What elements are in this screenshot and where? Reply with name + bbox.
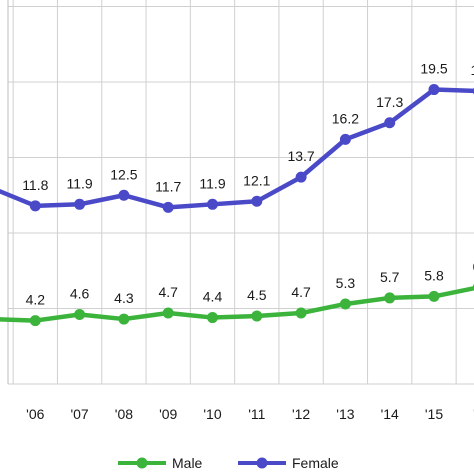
female-data-point <box>207 198 218 210</box>
male-data-point <box>162 307 174 319</box>
female-data-label: 12.5 <box>110 166 137 182</box>
x-tick-label: '15 <box>425 406 443 422</box>
grid-lines <box>7 0 474 385</box>
female-data-label: 19 <box>471 62 474 78</box>
male-data-label: 4.5 <box>247 287 267 303</box>
male-data-point <box>295 307 307 319</box>
male-data-label: 6. <box>472 258 474 274</box>
x-tick-label: '12 <box>292 406 310 422</box>
male-data-point <box>29 315 41 327</box>
legend-item-female: Female <box>238 455 339 471</box>
data-labels: 4.24.64.34.74.44.54.75.35.75.86.311.811.… <box>22 61 474 308</box>
x-tick-label: '07 <box>70 406 88 422</box>
legend-label-male: Male <box>172 455 203 471</box>
legend-item-male: Male <box>118 455 203 471</box>
x-tick-label: '06 <box>26 406 44 422</box>
female-data-point <box>384 117 396 129</box>
legend-label-female: Female <box>292 455 339 471</box>
male-data-point <box>384 292 396 304</box>
male-data-point <box>251 310 263 322</box>
x-tick-label: '14 <box>381 406 399 422</box>
x-tick-label: '11 <box>248 406 265 422</box>
x-tick-label: '08 <box>115 406 133 422</box>
series-layer <box>0 84 474 327</box>
male-data-label: 5.7 <box>380 269 400 285</box>
male-data-label: 5.8 <box>424 267 444 283</box>
x-axis-ticks: '06'07'08'09'10'11'12'13'14'15'1 <box>26 406 474 422</box>
x-tick-label: '10 <box>203 406 221 422</box>
female-data-label: 17.3 <box>376 94 403 110</box>
female-data-label: 11.8 <box>22 177 48 193</box>
male-data-point <box>207 312 218 324</box>
female-data-point <box>118 189 130 201</box>
male-data-label: 4.7 <box>291 284 311 300</box>
x-tick-label: '13 <box>336 406 354 422</box>
female-data-point <box>162 201 174 213</box>
male-data-label: 4.7 <box>158 284 178 300</box>
female-data-label: 11.9 <box>66 175 92 191</box>
female-data-label: 19.5 <box>420 61 447 77</box>
legend: Male Female <box>118 455 339 471</box>
male-data-label: 4.3 <box>114 290 134 306</box>
female-data-label: 16.2 <box>332 110 359 126</box>
male-data-label: 4.4 <box>203 289 223 305</box>
legend-swatch-marker <box>136 457 148 469</box>
female-data-point <box>251 195 263 207</box>
male-data-point <box>428 290 440 302</box>
legend-swatch-marker <box>256 457 268 469</box>
female-data-point <box>339 133 351 145</box>
female-data-label: 12.1 <box>243 172 270 188</box>
female-data-point <box>428 84 440 96</box>
female-data-point <box>74 198 86 210</box>
female-data-point <box>295 171 307 183</box>
male-data-label: 4.6 <box>70 286 90 302</box>
female-data-point <box>29 200 41 212</box>
male-data-point <box>339 298 351 310</box>
female-data-label: 13.7 <box>287 148 314 164</box>
male-data-label: 4.2 <box>26 292 46 308</box>
male-data-point <box>74 309 86 321</box>
female-series-line <box>0 87 474 210</box>
female-data-label: 11.9 <box>199 175 225 191</box>
female-data-label: 11.7 <box>155 178 181 194</box>
male-data-point <box>118 313 130 325</box>
male-data-label: 5.3 <box>336 275 356 291</box>
male-series-line <box>0 285 474 323</box>
x-tick-label: '09 <box>159 406 177 422</box>
